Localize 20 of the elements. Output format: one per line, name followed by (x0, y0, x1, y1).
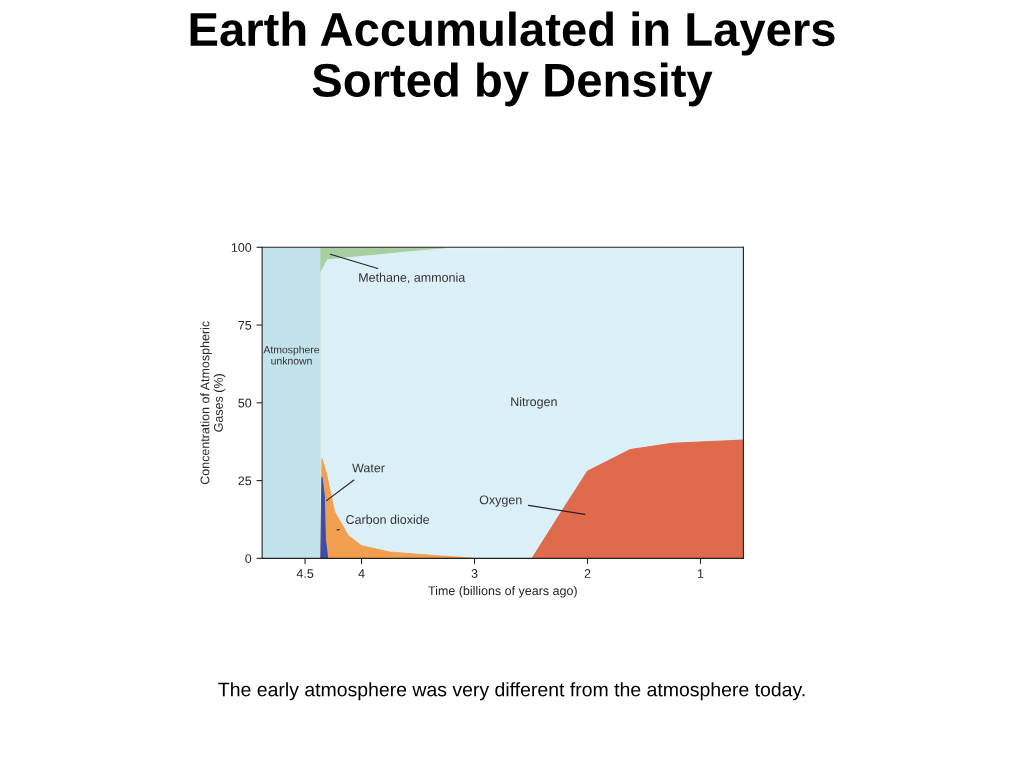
y-axis-title: Concentration of Atmospheric Gases (%) (200, 321, 226, 485)
y-tick-label: 0 (245, 554, 252, 563)
series-label: Methane, ammonia (359, 272, 466, 284)
series-label: Carbon dioxide (346, 514, 430, 524)
x-tick-label: 4.5 (296, 569, 314, 578)
y-tick-label: 100 (231, 243, 252, 252)
x-axis-title: Time (billions of years ago) (428, 585, 577, 598)
x-tick-label: 3 (471, 569, 478, 578)
text: The early atmosphere was very different from the atmosphere today. (218, 682, 805, 701)
x-tick-label: 2 (584, 569, 591, 578)
series-label: Nitrogen (511, 396, 557, 409)
chart-title: Earth Accumulated in Layers Sorted by Density (190, 11, 835, 107)
band-label: Atmosphere unknown (263, 345, 320, 365)
x-tick-label: 4 (358, 569, 365, 578)
y-tick-label: 75 (238, 320, 252, 330)
y-tick-label: 25 (238, 476, 252, 486)
text: Oxygen (479, 495, 522, 507)
y-tick-label: 50 (238, 398, 252, 408)
text: Water (352, 463, 385, 473)
x-tick-label: 1 (697, 569, 704, 578)
